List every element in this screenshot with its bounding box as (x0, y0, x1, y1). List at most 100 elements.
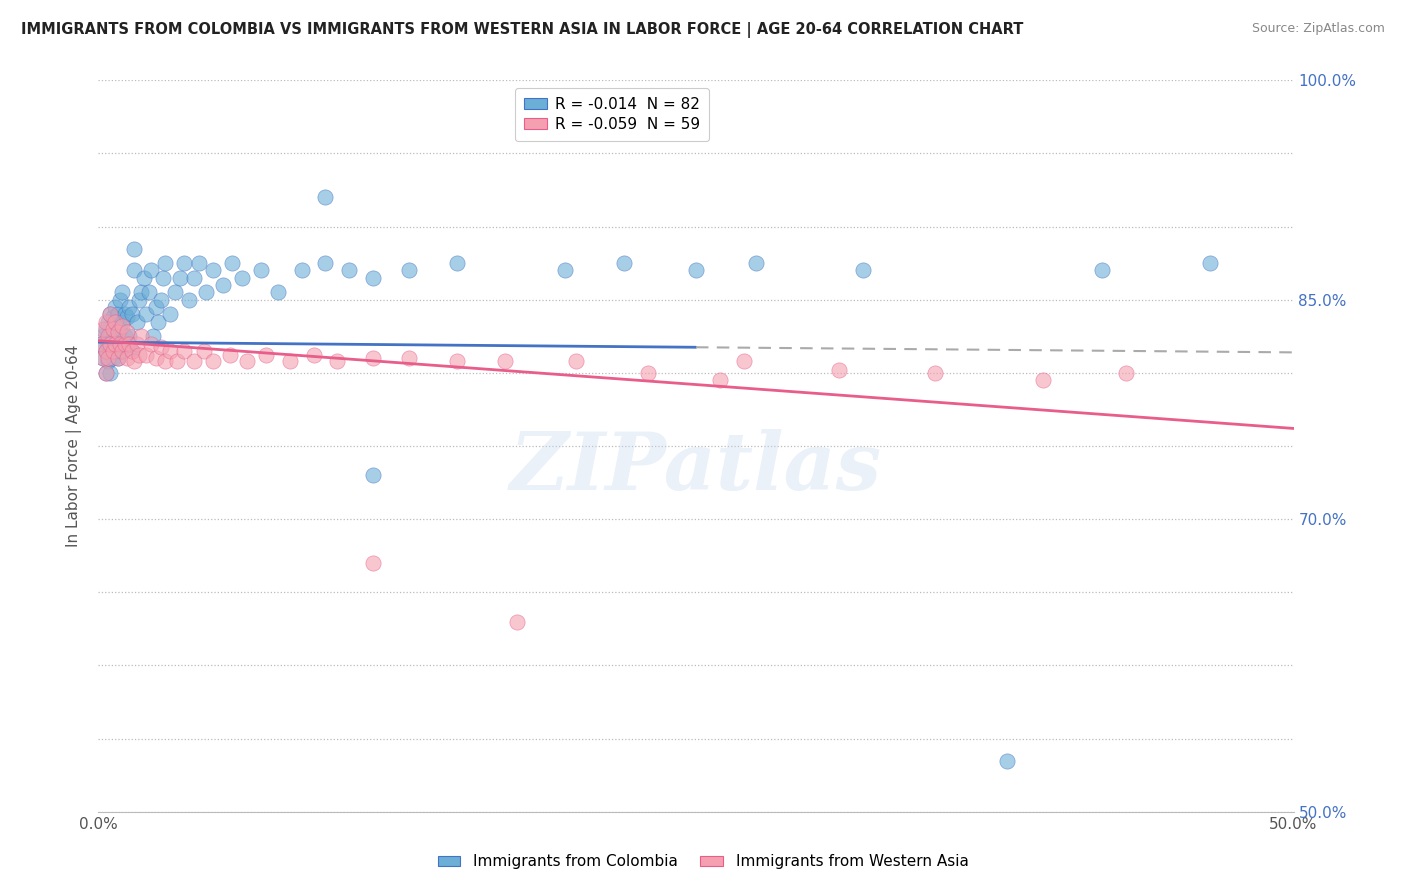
Point (211, 278, 233, 293)
Point (115, 310, 138, 325)
Point (155, 256, 177, 270)
Point (104, 315, 127, 329)
Point (98, 329, 122, 343)
Point (494, 837, 516, 851)
Point (828, 363, 851, 377)
Point (231, 270, 253, 285)
Legend: R = -0.014  N = 82, R = -0.059  N = 59: R = -0.014 N = 82, R = -0.059 N = 59 (516, 88, 709, 141)
Text: ZIPatlas: ZIPatlas (510, 429, 882, 507)
Point (195, 285, 218, 300)
Point (125, 336, 148, 351)
Point (173, 343, 195, 358)
Point (124, 242, 146, 256)
Point (118, 300, 141, 314)
Point (637, 366, 659, 380)
Point (159, 343, 181, 358)
Point (108, 293, 131, 307)
Point (187, 256, 209, 270)
Point (363, 556, 385, 570)
Point (111, 319, 134, 334)
Point (135, 307, 157, 321)
Point (132, 270, 155, 285)
Point (94, 315, 117, 329)
Point (398, 351, 420, 366)
Point (148, 315, 170, 329)
Point (114, 329, 136, 343)
Point (97, 336, 120, 351)
Point (852, 263, 875, 277)
Point (363, 351, 385, 366)
Point (114, 307, 136, 321)
Point (1199, 256, 1222, 270)
Point (91, 329, 114, 343)
Point (745, 256, 768, 270)
Point (101, 343, 124, 358)
Point (125, 315, 148, 329)
Point (149, 339, 172, 353)
Point (924, 366, 946, 380)
Point (98, 307, 122, 321)
Point (1091, 263, 1114, 277)
Point (995, 754, 1018, 768)
Point (94, 322, 117, 336)
Point (94, 343, 117, 358)
Point (94, 366, 117, 380)
Point (98, 307, 122, 321)
Point (124, 354, 146, 368)
Point (506, 615, 529, 629)
Point (202, 263, 225, 277)
Point (166, 354, 188, 368)
Point (149, 293, 172, 307)
Legend: Immigrants from Colombia, Immigrants from Western Asia: Immigrants from Colombia, Immigrants fro… (432, 848, 974, 875)
Point (565, 354, 588, 368)
Point (111, 343, 134, 358)
Point (183, 354, 205, 368)
Point (131, 285, 153, 300)
Point (139, 263, 162, 277)
Point (733, 354, 755, 368)
Point (108, 336, 131, 351)
Point (173, 256, 195, 270)
Point (142, 329, 165, 343)
Point (267, 285, 290, 300)
Point (98, 343, 122, 358)
Point (315, 190, 337, 204)
Point (94, 366, 117, 380)
Point (152, 270, 174, 285)
Point (107, 307, 129, 321)
Point (145, 351, 167, 366)
Point (135, 348, 157, 362)
Point (554, 263, 576, 277)
Point (101, 310, 124, 325)
Point (90, 336, 112, 351)
Point (98, 336, 122, 351)
Point (104, 325, 127, 339)
Point (118, 329, 141, 343)
Point (115, 351, 138, 366)
Point (108, 343, 131, 358)
Point (159, 307, 181, 321)
Point (494, 354, 516, 368)
Point (128, 293, 150, 307)
Point (104, 343, 127, 358)
Point (235, 354, 257, 368)
Point (183, 270, 205, 285)
Point (219, 348, 242, 362)
Point (363, 468, 385, 483)
Point (121, 343, 143, 358)
Point (339, 263, 361, 277)
Point (121, 307, 143, 321)
Point (124, 263, 146, 277)
Point (90, 336, 112, 351)
Point (163, 285, 186, 300)
Point (107, 325, 129, 339)
Point (613, 256, 636, 270)
Point (94, 343, 117, 358)
Point (111, 336, 134, 351)
Point (446, 354, 468, 368)
Point (114, 336, 136, 351)
Point (115, 336, 138, 351)
Point (97, 354, 120, 368)
Point (97, 329, 120, 343)
Point (104, 300, 127, 314)
